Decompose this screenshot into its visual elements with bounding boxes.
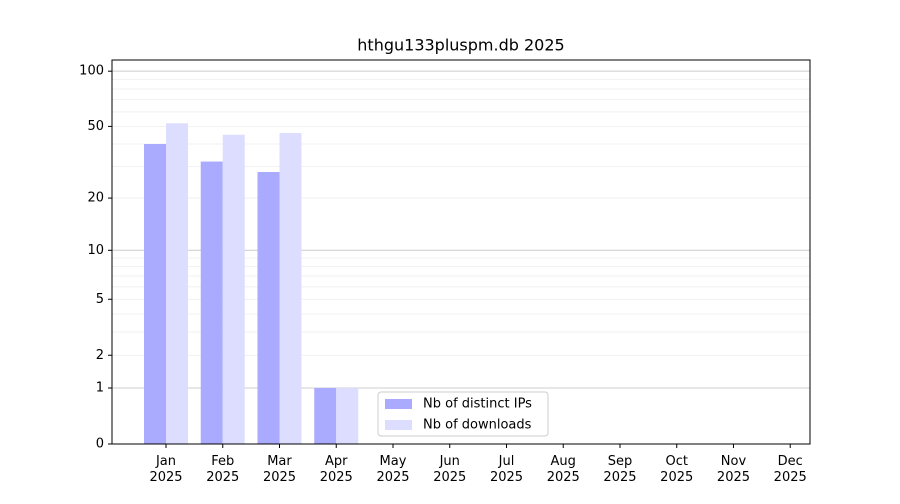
x-tick-label: Sep 2025 xyxy=(603,454,636,485)
legend-label: Nb of downloads xyxy=(423,418,532,433)
y-tick-label: 5 xyxy=(96,292,104,307)
bar xyxy=(257,171,280,444)
legend-box xyxy=(377,391,549,437)
legend-label: Nb of distinct IPs xyxy=(423,397,532,412)
x-tick-label: Jul 2025 xyxy=(490,454,523,485)
bar xyxy=(200,161,223,444)
bar xyxy=(222,134,245,445)
legend-swatch xyxy=(385,420,412,430)
x-tick-label: Jan 2025 xyxy=(149,454,182,485)
bar xyxy=(314,388,337,444)
y-tick-label: 50 xyxy=(87,119,104,134)
x-tick-label: Aug 2025 xyxy=(547,454,580,485)
y-tick-label: 2 xyxy=(96,348,104,363)
y-tick-label: 0 xyxy=(96,437,104,452)
bar xyxy=(336,388,359,444)
x-tick-label: Jun 2025 xyxy=(433,454,466,485)
bar xyxy=(166,123,188,444)
y-tick-label: 100 xyxy=(79,64,104,79)
x-tick-label: Apr 2025 xyxy=(320,454,353,485)
chart-title: hthgu133pluspm.db 2025 xyxy=(357,36,564,55)
legend-swatch xyxy=(385,399,412,409)
y-tick-label: 10 xyxy=(87,243,104,258)
x-tick-label: Nov 2025 xyxy=(717,454,750,485)
bar xyxy=(144,144,166,445)
x-tick-label: Mar 2025 xyxy=(263,454,296,485)
x-tick-label: Oct 2025 xyxy=(660,454,693,485)
x-tick-label: Dec 2025 xyxy=(774,454,807,485)
plot-frame xyxy=(111,59,811,445)
x-tick-label: May 2025 xyxy=(376,454,409,485)
bar xyxy=(279,132,302,445)
y-tick-label: 20 xyxy=(87,191,104,206)
x-tick-label: Feb 2025 xyxy=(206,454,239,485)
y-tick-label: 1 xyxy=(96,381,104,396)
